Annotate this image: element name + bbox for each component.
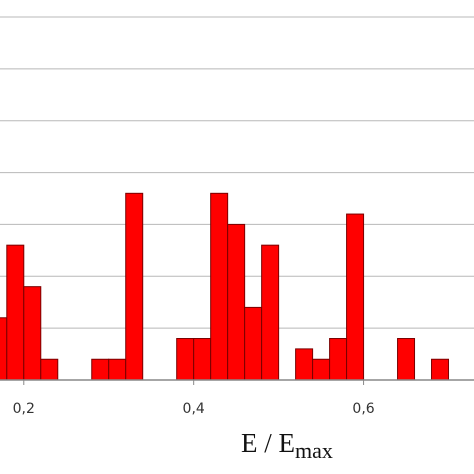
bar bbox=[210, 192, 229, 381]
bar bbox=[397, 338, 416, 381]
bar bbox=[6, 244, 25, 381]
bar bbox=[40, 358, 59, 381]
bar bbox=[176, 338, 195, 381]
bar bbox=[244, 306, 263, 381]
x-axis-label-main: E / E bbox=[241, 428, 295, 458]
bar bbox=[125, 192, 144, 381]
bar bbox=[329, 338, 348, 381]
x-tick-label: 0,6 bbox=[352, 401, 374, 417]
bar bbox=[0, 317, 8, 381]
bar bbox=[431, 358, 450, 381]
bar bbox=[108, 358, 127, 381]
x-axis-label-sub: max bbox=[295, 438, 333, 463]
bar bbox=[261, 244, 280, 381]
x-axis-label: E / Emax bbox=[241, 428, 333, 463]
bar bbox=[193, 338, 212, 381]
x-tick-label: 0,2 bbox=[13, 401, 35, 417]
bar bbox=[227, 223, 246, 381]
bar bbox=[295, 348, 314, 381]
x-tick-label: 0,4 bbox=[183, 401, 205, 417]
bar bbox=[23, 286, 42, 381]
bar bbox=[346, 213, 365, 381]
bar bbox=[312, 358, 331, 381]
bar bbox=[91, 358, 110, 381]
